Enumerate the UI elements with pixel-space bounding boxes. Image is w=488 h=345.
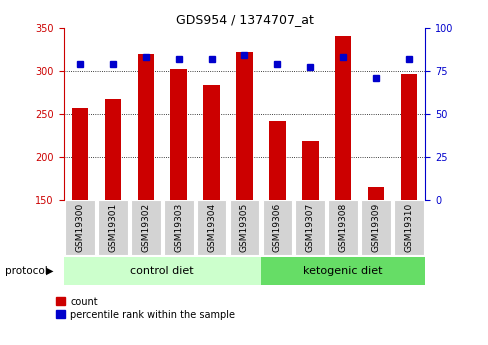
Text: GSM19309: GSM19309 (371, 203, 380, 252)
Text: GSM19304: GSM19304 (207, 203, 216, 252)
FancyBboxPatch shape (65, 200, 95, 255)
Text: GSM19300: GSM19300 (75, 203, 84, 252)
FancyBboxPatch shape (262, 200, 292, 255)
Bar (203, 86, 220, 200)
Text: GSM19308: GSM19308 (338, 203, 347, 252)
Text: GSM19310: GSM19310 (404, 203, 413, 252)
Bar (367, 187, 384, 200)
FancyBboxPatch shape (229, 200, 259, 255)
Bar (137, 55, 154, 200)
Text: control diet: control diet (130, 266, 194, 276)
FancyBboxPatch shape (98, 200, 127, 255)
Text: ketogenic diet: ketogenic diet (303, 266, 382, 276)
Bar (236, 52, 252, 200)
Text: GSM19305: GSM19305 (240, 203, 248, 252)
Legend: count, percentile rank within the sample: count, percentile rank within the sample (54, 295, 237, 322)
FancyBboxPatch shape (361, 200, 390, 255)
FancyBboxPatch shape (261, 257, 425, 285)
Bar (400, 74, 416, 200)
FancyBboxPatch shape (163, 200, 193, 255)
FancyBboxPatch shape (328, 200, 357, 255)
Title: GDS954 / 1374707_at: GDS954 / 1374707_at (175, 13, 313, 27)
Text: GSM19306: GSM19306 (272, 203, 281, 252)
Bar (72, 108, 88, 200)
Text: GSM19301: GSM19301 (108, 203, 117, 252)
FancyBboxPatch shape (63, 257, 261, 285)
Bar (334, 36, 351, 200)
Text: GSM19303: GSM19303 (174, 203, 183, 252)
Text: GSM19307: GSM19307 (305, 203, 314, 252)
FancyBboxPatch shape (196, 200, 226, 255)
FancyBboxPatch shape (393, 200, 423, 255)
Bar (268, 121, 285, 200)
Text: ▶: ▶ (46, 266, 54, 276)
Text: protocol: protocol (5, 266, 47, 276)
Bar (170, 69, 186, 200)
FancyBboxPatch shape (131, 200, 160, 255)
FancyBboxPatch shape (295, 200, 325, 255)
Text: GSM19302: GSM19302 (141, 203, 150, 252)
Bar (302, 141, 318, 200)
Bar (104, 99, 121, 200)
